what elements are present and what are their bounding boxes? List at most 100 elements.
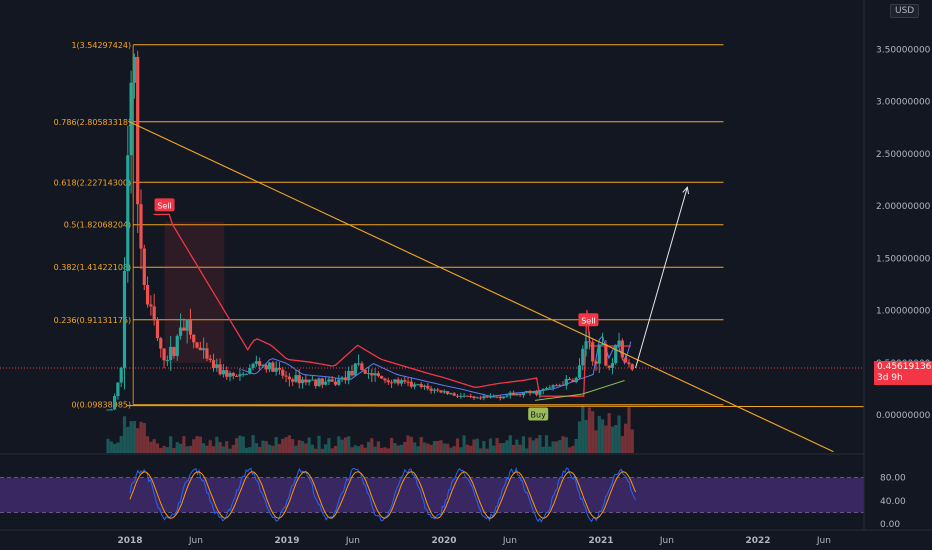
candle-body (564, 378, 568, 386)
candle-body (630, 364, 634, 370)
candle-body (422, 385, 427, 388)
candle-body (327, 379, 331, 382)
candle-body (215, 364, 219, 369)
volume-bar (343, 437, 348, 453)
oscillator-band (0, 477, 864, 513)
candle-body (310, 379, 315, 381)
descending-trendline[interactable] (128, 120, 834, 453)
signal-buy-2[interactable]: Buy (528, 407, 549, 421)
volume-bar (287, 435, 291, 453)
time-tick-label-9: Jun (816, 536, 831, 546)
volume-bar (261, 440, 265, 453)
volume-bar (241, 436, 245, 453)
volume-bar (363, 447, 367, 453)
candle-body (584, 341, 588, 349)
fib-label-1: 0.786(2.80583318) (54, 118, 132, 127)
oscillator-k-line[interactable] (129, 466, 636, 523)
candle-body (594, 361, 598, 364)
volume-bar (159, 447, 163, 453)
volume-bar (113, 443, 117, 453)
volume-bar (356, 446, 361, 453)
volume-bar (132, 421, 136, 453)
volume-bar (472, 439, 476, 453)
volume-bar (455, 438, 460, 453)
candle-body (607, 365, 611, 368)
candle-body (498, 396, 502, 399)
candle-body (162, 348, 166, 361)
candle-body (548, 387, 552, 389)
candle-body (188, 319, 193, 335)
candle-body (119, 367, 123, 383)
support-trendline[interactable] (126, 405, 865, 408)
candle-body (136, 56, 140, 205)
price-tick-label-7: 0.00000000 (876, 411, 931, 421)
volume-bar (551, 441, 555, 453)
volume-bar (485, 448, 489, 453)
candle-body (521, 392, 526, 396)
candle-body (624, 357, 628, 363)
volume-bar (627, 407, 631, 453)
candle-body (291, 379, 295, 382)
volume-bar (264, 441, 268, 453)
volume-bar (244, 447, 249, 453)
candle-body (389, 382, 394, 384)
signal-sell-0[interactable]: Sell (154, 198, 175, 212)
candle-body (116, 382, 120, 397)
candle-body (610, 363, 615, 368)
signal-sell-1[interactable]: Sell (578, 313, 599, 327)
volume-bar (215, 436, 219, 453)
volume-bar (142, 423, 146, 453)
oscillator-d-line[interactable] (129, 471, 637, 519)
volume-bar (198, 436, 202, 453)
candle-body (568, 378, 572, 381)
price-tick-label-5: 1.00000000 (876, 307, 931, 317)
projection-arrow[interactable] (635, 187, 688, 369)
volume-bar (419, 437, 423, 453)
volume-bar (178, 443, 183, 453)
candle-body (413, 384, 417, 387)
candle-body (429, 388, 433, 391)
price-axis-panel[interactable] (864, 0, 932, 550)
volume-bar (122, 416, 127, 453)
volume-bar (218, 442, 222, 453)
currency-badge[interactable]: USD (890, 4, 920, 18)
volume-bar (399, 444, 404, 453)
bar-countdown: 3d 9h (877, 373, 903, 383)
signal-label: Sell (157, 201, 171, 210)
candle-body (495, 396, 499, 398)
candle-body (383, 378, 387, 381)
volume-bar (281, 438, 285, 453)
volume-bar (452, 446, 456, 453)
volume-bar (564, 437, 568, 453)
volume-bar (594, 430, 598, 453)
candle-body (538, 390, 542, 395)
volume-bar (116, 442, 120, 453)
last-price-tag: 0.45619136 3d 9h (874, 361, 932, 385)
volume-bar (258, 446, 262, 453)
candle-body (159, 338, 163, 349)
candle-body (244, 373, 249, 375)
volume-bar (482, 441, 486, 453)
volume-bar (574, 438, 578, 453)
volume-bar (340, 439, 344, 453)
volume-bar (518, 444, 522, 453)
volume-bar (607, 413, 611, 453)
candle-body (558, 384, 562, 386)
volume-bar (347, 436, 351, 453)
trailing-stop-line[interactable] (153, 213, 631, 397)
candle-body (508, 392, 512, 396)
price-tick-label-0: 3.50000000 (876, 45, 931, 55)
volume-bar (386, 448, 390, 453)
volume-bar (145, 436, 150, 453)
candle-body (347, 370, 351, 381)
candle-body (511, 392, 516, 396)
moving-average-line[interactable] (241, 335, 632, 397)
candle-body (561, 384, 565, 386)
oscillator-tick-label-2: 0.00 (880, 520, 900, 530)
candle-body (337, 379, 341, 385)
candle-body (251, 363, 255, 368)
volume-bar (502, 442, 506, 453)
volume-bar (152, 439, 156, 453)
